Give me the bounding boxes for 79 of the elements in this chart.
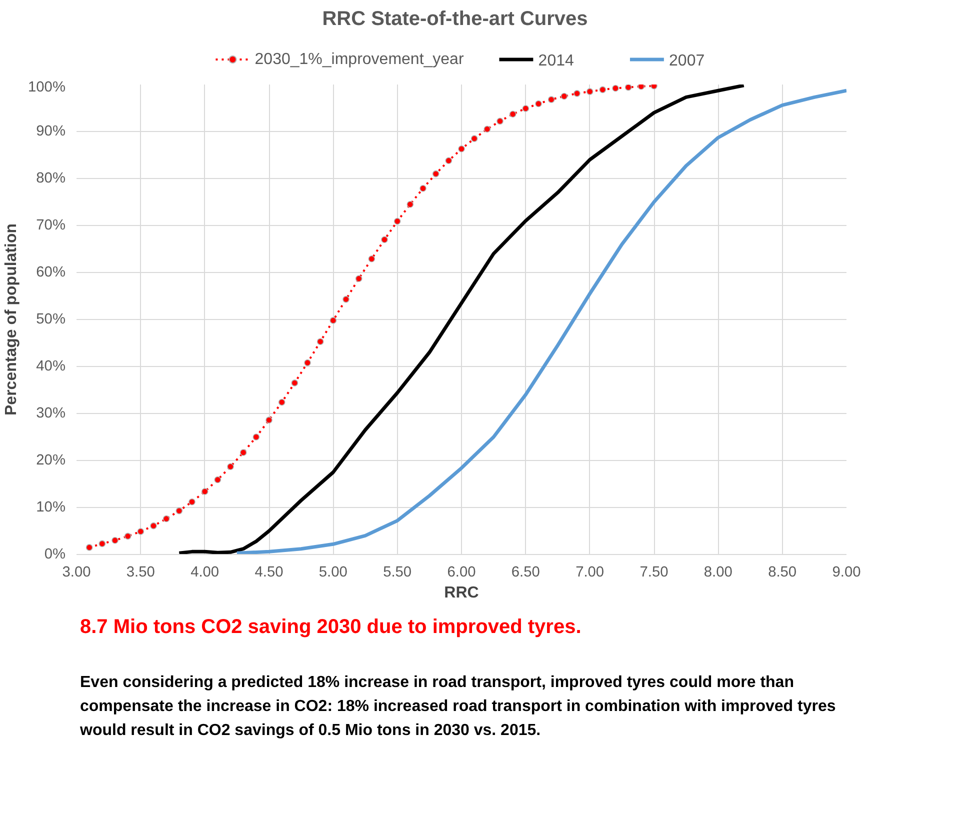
- x-tick-label: 6.50: [511, 564, 540, 580]
- line-series: [235, 88, 846, 554]
- y-tick-label: 60%: [36, 264, 66, 280]
- point: [535, 100, 542, 107]
- x-tick-label: 3.50: [126, 564, 155, 580]
- x-tick-label: 7.50: [640, 564, 668, 580]
- point: [162, 514, 170, 522]
- y-tick-label: 90%: [36, 123, 66, 140]
- point: [150, 522, 157, 529]
- point: [98, 540, 106, 547]
- point: [548, 96, 555, 102]
- point: [394, 217, 401, 224]
- point: [599, 86, 606, 93]
- point: [124, 532, 132, 540]
- point: [291, 379, 298, 386]
- legend-label: 2007: [669, 52, 705, 70]
- y-tick-label: 50%: [36, 311, 66, 328]
- y-tick-label: 30%: [36, 405, 66, 422]
- point: [574, 90, 580, 96]
- y-tick-label: 80%: [36, 170, 66, 186]
- point: [342, 295, 350, 302]
- point: [355, 274, 362, 282]
- text: Even considering a predicted 18% increase in road transport, improved tyres could more than compensate the increase in CO2: 18% increased road transport in combination with improved tyres would result in CO2 savings of 0.5 Mio tons in 2030 vs. 2015.: [80, 673, 837, 742]
- x-tick-label: 9.00: [832, 564, 861, 580]
- point: [458, 145, 465, 152]
- x-tick-label: 5.00: [318, 564, 348, 580]
- point: [214, 476, 222, 483]
- point: [227, 462, 234, 470]
- y-tick-label: 100%: [28, 79, 66, 96]
- x-tick-label: 7.00: [576, 564, 604, 580]
- point: [304, 358, 311, 366]
- legend-label: 2030_1%_improvement_year: [254, 50, 464, 68]
- x-tick-label: 5.50: [383, 564, 412, 580]
- point: [650, 84, 658, 89]
- y-tick-label: 40%: [36, 358, 66, 374]
- point: [432, 170, 440, 177]
- point: [484, 125, 491, 132]
- point: [420, 184, 426, 192]
- point: [137, 528, 144, 534]
- point: [560, 92, 568, 100]
- point: [381, 236, 388, 243]
- chart-title: RRC State-of-the-art Curves: [322, 7, 588, 32]
- point: [470, 134, 478, 142]
- point: [266, 416, 272, 424]
- point: [252, 433, 260, 440]
- y-tick-label: 20%: [36, 452, 66, 468]
- point: [445, 156, 452, 164]
- point: [612, 84, 619, 92]
- point: [368, 255, 376, 262]
- point: [278, 398, 286, 406]
- point: [176, 506, 183, 514]
- x-tick-label: 8.50: [768, 564, 797, 580]
- point: [330, 316, 337, 324]
- point: [638, 84, 645, 90]
- point: [86, 544, 93, 550]
- text: 8.7 Mio tons CO2 saving 2030 due to improved tyres.: [80, 614, 582, 640]
- line-series: [177, 84, 746, 554]
- point: [188, 498, 196, 505]
- y-axis-title: Percentage of population: [3, 223, 20, 416]
- x-tick-label: 8.00: [704, 564, 732, 580]
- y-tick-label: 0%: [44, 546, 66, 562]
- point: [624, 84, 632, 90]
- x-axis-title: RRC: [444, 584, 480, 602]
- point: [316, 338, 324, 345]
- point: [112, 536, 118, 544]
- y-tick-label: 10%: [36, 499, 66, 516]
- x-tick-label: 4.50: [254, 564, 284, 580]
- point: [522, 104, 530, 112]
- point: [201, 488, 208, 494]
- x-tick-label: 3.00: [62, 564, 91, 580]
- point: [240, 448, 247, 456]
- x-tick-label: 4.00: [190, 564, 220, 580]
- x-tick-label: 6.00: [447, 564, 476, 580]
- legend-label: 2014: [538, 52, 574, 70]
- point: [509, 110, 516, 118]
- point: [496, 117, 504, 124]
- y-tick-label: 70%: [36, 217, 66, 234]
- point: [406, 200, 414, 208]
- point: [586, 88, 594, 95]
